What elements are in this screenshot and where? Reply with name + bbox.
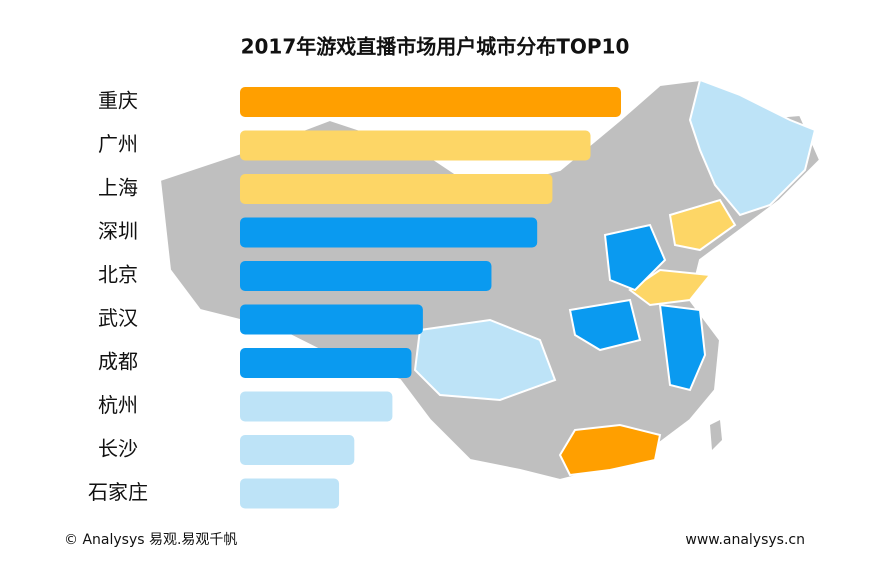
category-label: 重庆 bbox=[98, 89, 138, 113]
website: www.analysys.cn bbox=[685, 532, 805, 548]
category-label: 深圳 bbox=[98, 219, 138, 243]
category-label: 成都 bbox=[98, 350, 138, 374]
bar bbox=[240, 174, 553, 204]
category-label: 长沙 bbox=[98, 437, 138, 461]
bar bbox=[240, 217, 538, 248]
category-label: 杭州 bbox=[98, 393, 138, 417]
category-label: 石家庄 bbox=[88, 480, 148, 504]
bar bbox=[240, 304, 423, 335]
bar bbox=[240, 435, 355, 465]
bar bbox=[240, 391, 393, 422]
bar bbox=[240, 348, 412, 378]
category-label: 武汉 bbox=[98, 306, 138, 330]
bar bbox=[240, 261, 492, 291]
chart-title: 2017年游戏直播市场用户城市分布TOP10 bbox=[241, 35, 630, 59]
source: © Analysys 易观.易观千帆 bbox=[64, 532, 237, 548]
category-label: 上海 bbox=[98, 176, 138, 200]
bar bbox=[240, 87, 621, 117]
bar bbox=[240, 478, 340, 509]
category-label: 北京 bbox=[98, 263, 138, 287]
bar bbox=[240, 130, 591, 161]
category-label: 广州 bbox=[98, 132, 138, 156]
